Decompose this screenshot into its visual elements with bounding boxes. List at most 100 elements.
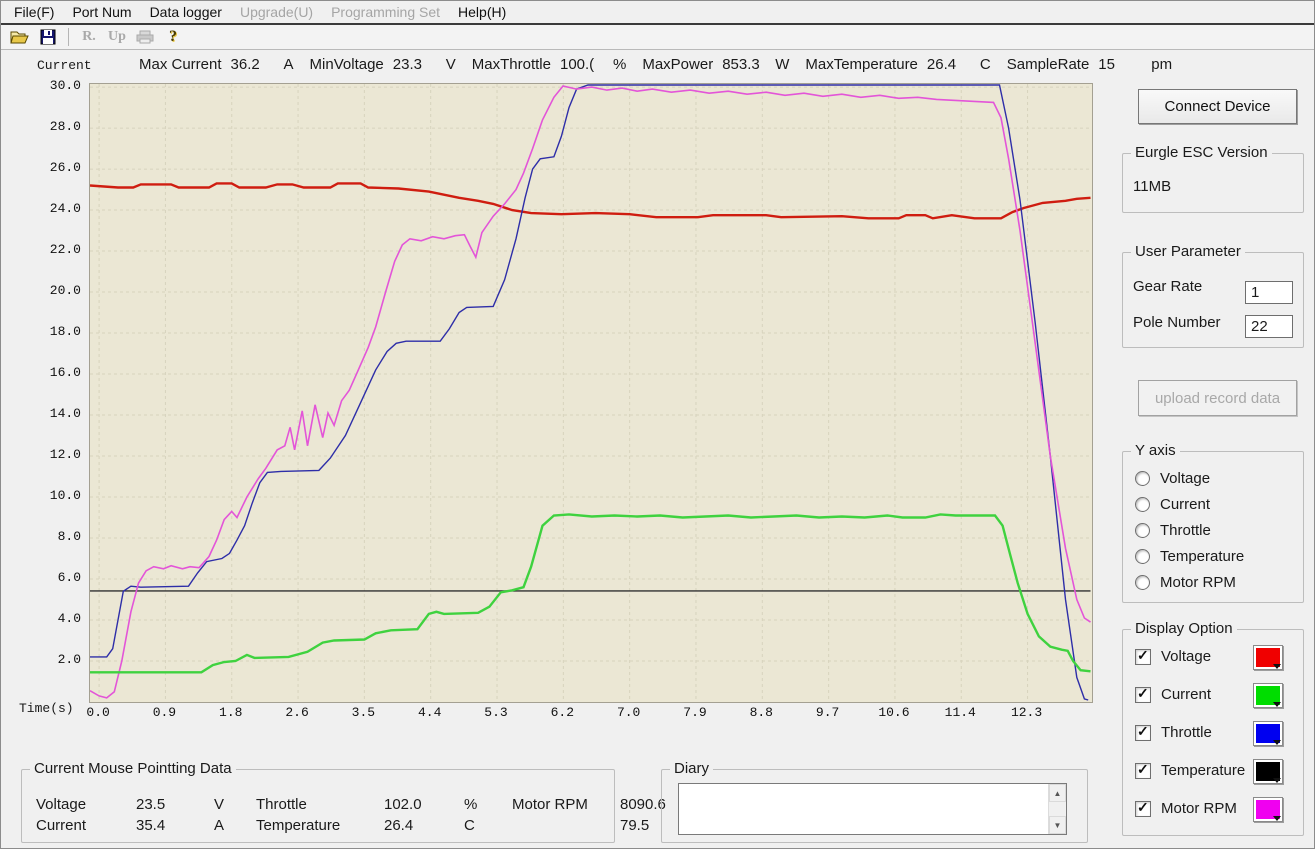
- scroll-up-icon[interactable]: ▲: [1049, 784, 1066, 802]
- color-swatch-motor-rpm[interactable]: [1253, 797, 1283, 822]
- swatch-color: [1256, 686, 1280, 705]
- stat-samplerate: SampleRate 15 pm: [1007, 56, 1172, 73]
- mouse-data-cell: Throttle: [256, 796, 307, 813]
- stat-minvoltage: MinVoltage 23.3 V: [310, 56, 456, 73]
- stat-unit: W: [775, 56, 790, 73]
- y-axis-groupbox: Y axis Voltage Current Throttle Temperature…: [1122, 442, 1304, 603]
- menu-bar: File(F) Port Num Data logger Upgrade(U) Prog…: [1, 1, 1314, 25]
- stat-value: 100.(: [559, 56, 595, 73]
- mouse-pointing-data-title: Current Mouse Pointting Data: [30, 760, 236, 777]
- open-file-icon[interactable]: [9, 27, 31, 47]
- stat-maxthrottle: MaxThrottle 100.(%: [472, 56, 627, 73]
- y-tick-16.0: 16.0: [49, 365, 81, 381]
- yaxis-radio-current[interactable]: Current: [1135, 496, 1210, 513]
- stat-label: MaxThrottle: [471, 56, 551, 73]
- color-swatch-current[interactable]: [1253, 683, 1283, 708]
- connect-device-button[interactable]: Connect Device: [1138, 89, 1297, 124]
- chart-plot-area[interactable]: [89, 83, 1093, 703]
- diary-groupbox: Diary ▲ ▼: [661, 760, 1088, 843]
- stat-label: Max Current: [139, 56, 222, 73]
- diary-textarea[interactable]: ▲ ▼: [678, 783, 1067, 835]
- radio-label: Throttle: [1160, 522, 1211, 539]
- y-tick-18.0: 18.0: [49, 324, 81, 340]
- y-tick-20.0: 20.0: [49, 283, 81, 299]
- x-tick-7.0: 7.0: [616, 705, 641, 720]
- user-parameter-title: User Parameter: [1131, 243, 1245, 260]
- x-tick-8.8: 8.8: [749, 705, 773, 720]
- menu-item-file-f[interactable]: File(F): [14, 4, 55, 20]
- x-tick-3.5: 3.5: [351, 705, 376, 720]
- display-checkbox-current[interactable]: Current: [1135, 685, 1211, 703]
- display-checkbox-voltage[interactable]: Voltage: [1135, 647, 1212, 665]
- mouse-data-cell: %: [464, 796, 478, 813]
- diary-scrollbar[interactable]: ▲ ▼: [1048, 784, 1066, 834]
- y-tick-2.0: 2.0: [57, 652, 81, 667]
- yaxis-radio-temperature[interactable]: Temperature: [1135, 548, 1244, 565]
- mouse-data-cell: Temperature: [256, 817, 341, 834]
- checkbox-icon[interactable]: [1135, 723, 1151, 741]
- mouse-data-cell: 26.4: [384, 817, 414, 834]
- help-icon[interactable]: ?: [169, 28, 177, 45]
- save-file-icon[interactable]: [37, 27, 59, 47]
- x-tick-2.6: 2.6: [285, 705, 309, 720]
- stat-unit: pm: [1151, 56, 1173, 73]
- mouse-data-cell: 79.5: [620, 817, 650, 834]
- checkbox-icon[interactable]: [1135, 647, 1151, 665]
- radio-label: Current: [1160, 496, 1211, 513]
- x-tick-6.2: 6.2: [550, 705, 575, 720]
- radio-icon[interactable]: [1135, 497, 1150, 512]
- checkbox-icon[interactable]: [1135, 761, 1151, 779]
- diary-text[interactable]: [679, 784, 1048, 834]
- stat-unit: V: [445, 56, 456, 73]
- checkbox-icon[interactable]: [1135, 799, 1151, 817]
- stat-unit: C: [979, 56, 991, 73]
- mouse-pointing-data-groupbox: Current Mouse Pointting Data Voltage 23.5…: [21, 760, 738, 843]
- radio-icon[interactable]: [1135, 471, 1150, 486]
- pole-number-input[interactable]: 22: [1245, 315, 1293, 338]
- mouse-data-cell: 35.4: [136, 817, 166, 834]
- x-tick-7.9: 7.9: [683, 705, 707, 720]
- y-tick-4.0: 4.0: [57, 611, 81, 626]
- color-swatch-throttle[interactable]: [1253, 721, 1283, 746]
- stat-unit: %: [612, 56, 627, 73]
- menu-item-port-num[interactable]: Port Num: [72, 4, 132, 20]
- checkbox-label: Voltage: [1161, 648, 1212, 665]
- radio-icon[interactable]: [1135, 549, 1150, 564]
- stat-maxtemperature: MaxTemperature 26.4 C: [805, 56, 990, 73]
- menu-item-help-h[interactable]: Help(H): [458, 4, 507, 20]
- yaxis-radio-throttle[interactable]: Throttle: [1135, 522, 1211, 539]
- mouse-data-cell: A: [214, 817, 225, 834]
- stat-value: 26.4: [926, 56, 957, 73]
- x-tick-9.7: 9.7: [815, 705, 840, 720]
- gear-rate-input[interactable]: 1: [1245, 281, 1293, 304]
- dropdown-arrow-icon: [1273, 778, 1281, 783]
- scroll-down-icon[interactable]: ▼: [1049, 816, 1066, 834]
- radio-icon[interactable]: [1135, 575, 1150, 590]
- display-checkbox-motor-rpm[interactable]: Motor RPM: [1135, 799, 1237, 817]
- radio-label: Voltage: [1160, 470, 1211, 487]
- stat-label: MaxPower: [642, 56, 714, 73]
- x-tick-10.6: 10.6: [878, 705, 910, 720]
- mouse-data-cell: 8090.6: [620, 796, 666, 813]
- display-checkbox-throttle[interactable]: Throttle: [1135, 723, 1212, 741]
- mouse-data-cell: C: [464, 817, 475, 834]
- checkbox-icon[interactable]: [1135, 685, 1151, 703]
- user-parameter-groupbox: User Parameter Gear Rate 1 Pole Number 2…: [1122, 243, 1304, 348]
- diary-title: Diary: [670, 760, 714, 777]
- upload-record-data-button[interactable]: upload record data: [1138, 380, 1297, 416]
- menu-item-data-logger[interactable]: Data logger: [149, 4, 222, 20]
- esc-version-title: Eurgle ESC Version: [1131, 144, 1272, 161]
- stats-row: Max Current 36.2 A MinVoltage 23.3 V MaxThrott…: [139, 56, 1188, 73]
- y-tick-8.0: 8.0: [57, 529, 81, 545]
- radio-icon[interactable]: [1135, 523, 1150, 538]
- yaxis-radio-voltage[interactable]: Voltage: [1135, 470, 1210, 487]
- display-checkbox-temperature[interactable]: Temperature: [1135, 761, 1246, 779]
- color-swatch-voltage[interactable]: [1253, 645, 1283, 670]
- yaxis-radio-motor-rpm[interactable]: Motor RPM: [1135, 574, 1236, 591]
- swatch-color: [1256, 800, 1280, 819]
- x-tick-5.3: 5.3: [484, 705, 508, 720]
- toolbar-separator: [68, 28, 69, 46]
- checkbox-label: Temperature: [1161, 762, 1246, 779]
- color-swatch-temperature[interactable]: [1253, 759, 1283, 784]
